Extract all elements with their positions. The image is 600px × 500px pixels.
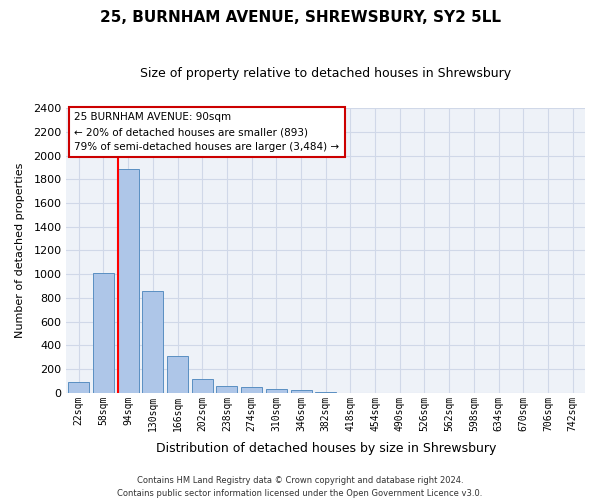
Text: 25 BURNHAM AVENUE: 90sqm
← 20% of detached houses are smaller (893)
79% of semi-: 25 BURNHAM AVENUE: 90sqm ← 20% of detach… (74, 112, 340, 152)
Bar (118, 168, 139, 393)
Bar (167, 356, 188, 393)
Bar (142, 291, 163, 393)
Text: 25, BURNHAM AVENUE, SHREWSBURY, SY2 5LL: 25, BURNHAM AVENUE, SHREWSBURY, SY2 5LL (100, 10, 500, 25)
Bar (290, 390, 311, 393)
Y-axis label: Number of detached properties: Number of detached properties (15, 163, 25, 338)
Bar (315, 392, 336, 393)
X-axis label: Distribution of detached houses by size in Shrewsbury: Distribution of detached houses by size … (155, 442, 496, 455)
Bar (217, 386, 238, 393)
Bar (192, 379, 213, 393)
Bar (93, 273, 114, 393)
Bar (68, 382, 89, 393)
Text: Contains HM Land Registry data © Crown copyright and database right 2024.
Contai: Contains HM Land Registry data © Crown c… (118, 476, 482, 498)
Bar (241, 387, 262, 393)
Title: Size of property relative to detached houses in Shrewsbury: Size of property relative to detached ho… (140, 68, 511, 80)
Bar (266, 388, 287, 393)
